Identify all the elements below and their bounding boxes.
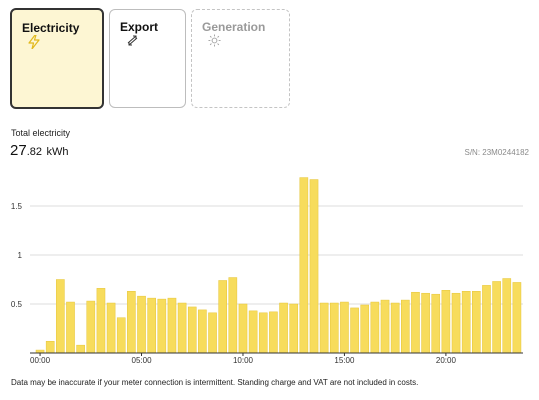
chart-bar xyxy=(309,179,319,354)
tab-electricity[interactable]: Electricity xyxy=(10,8,104,109)
footnote: Data may be inaccurate if your meter con… xyxy=(11,378,419,387)
chart-bar xyxy=(56,279,65,354)
lightning-icon xyxy=(28,34,40,52)
chart-bar xyxy=(147,297,156,354)
chart-bar xyxy=(390,302,400,354)
chart-bar xyxy=(340,301,349,354)
chart-bar xyxy=(187,306,197,354)
tab-generation[interactable]: Generation xyxy=(191,9,290,108)
chart-bar xyxy=(228,277,238,354)
chart-bar xyxy=(431,293,441,354)
chart-bar xyxy=(248,310,258,354)
chart-bar xyxy=(116,317,126,354)
chart-bar xyxy=(208,312,217,354)
chart-bar xyxy=(127,291,136,354)
tab-export-label: Export xyxy=(120,19,159,34)
chart-bar xyxy=(299,177,309,354)
chart-bar xyxy=(461,291,471,354)
chart-bar xyxy=(319,302,329,354)
chart-bar xyxy=(157,298,167,354)
chart-bar xyxy=(66,301,75,354)
chart-bar xyxy=(360,304,370,354)
chart-bar xyxy=(76,344,85,354)
total-unit: kWh xyxy=(46,146,69,158)
chart-bar xyxy=(218,280,228,354)
x-tick-label: 05:00 xyxy=(132,356,153,365)
chart-bar xyxy=(472,291,481,354)
export-arrows-icon xyxy=(126,34,139,50)
chart-bar xyxy=(238,303,248,354)
total-decimal: .82 xyxy=(26,146,42,158)
total-electricity-value: 27.82 kWh xyxy=(10,142,68,160)
y-tick-label: 1 xyxy=(18,251,23,260)
chart-bar xyxy=(106,302,116,354)
chart-bar xyxy=(380,299,390,354)
x-tick-label: 15:00 xyxy=(334,356,355,365)
chart-bar xyxy=(401,299,410,354)
tab-export[interactable]: Export xyxy=(109,9,186,108)
total-integer: 27 xyxy=(10,142,27,159)
chart-bar xyxy=(289,303,299,354)
chart-bar xyxy=(167,297,177,354)
chart-bar xyxy=(137,295,146,354)
chart-bar xyxy=(279,302,288,354)
chart-bar xyxy=(451,292,461,354)
x-tick-label: 20:00 xyxy=(436,356,457,365)
tab-electricity-label: Electricity xyxy=(22,20,80,35)
chart-bar xyxy=(96,288,106,354)
chart-bar xyxy=(198,309,207,354)
tab-generation-label: Generation xyxy=(202,19,266,34)
electricity-bar-chart: 0.5 1 1.5 00:00 05:00 10:00 15:00 20:00 xyxy=(11,177,523,365)
chart-bar xyxy=(492,281,501,354)
sun-icon xyxy=(208,34,221,50)
chart-bar xyxy=(258,312,268,354)
y-tick-label: 0.5 xyxy=(11,300,23,309)
x-tick-label: 00:00 xyxy=(30,356,51,365)
chart-bar xyxy=(370,301,380,354)
chart-bar xyxy=(512,282,522,354)
chart-bar xyxy=(421,292,430,354)
serial-number: S/N: 23M0244182 xyxy=(464,148,530,157)
chart-bar xyxy=(411,291,420,354)
chart-bar xyxy=(269,311,278,354)
x-tick-label: 10:00 xyxy=(233,356,254,365)
chart-bar xyxy=(86,300,96,354)
chart-bar xyxy=(482,285,491,354)
total-electricity-label: Total electricity xyxy=(11,128,71,138)
chart-bar xyxy=(177,302,187,354)
chart-bar xyxy=(502,278,512,354)
chart-bar xyxy=(329,302,339,354)
chart-bar xyxy=(441,290,451,354)
chart-bar xyxy=(350,307,359,354)
chart-bar xyxy=(45,340,55,354)
y-tick-label: 1.5 xyxy=(11,202,23,211)
